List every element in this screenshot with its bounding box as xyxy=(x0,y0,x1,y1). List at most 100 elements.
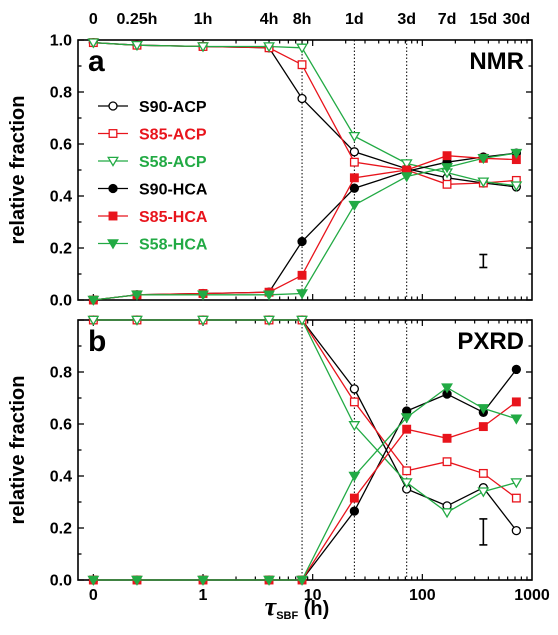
data-point xyxy=(197,315,209,326)
series-s58-acp xyxy=(87,315,523,519)
data-point xyxy=(511,493,521,503)
data-point xyxy=(349,157,359,167)
legend-label: S90-HCA xyxy=(139,182,208,199)
legend-label: S58-HCA xyxy=(139,237,208,254)
data-point xyxy=(263,42,275,53)
data-point xyxy=(131,40,143,52)
data-point xyxy=(477,487,490,498)
data-point xyxy=(263,290,275,301)
data-point xyxy=(400,413,413,424)
series-s90-hca xyxy=(88,364,522,585)
data-point xyxy=(87,295,100,306)
data-point xyxy=(349,173,359,183)
legend-marker xyxy=(108,183,118,194)
data-point xyxy=(402,424,412,434)
legend-item: S85-ACP xyxy=(98,127,207,144)
x-tick-label: 1 xyxy=(199,587,208,604)
data-point xyxy=(510,414,523,425)
data-point xyxy=(477,154,490,165)
data-point xyxy=(349,384,360,394)
y-tick-label: 0.4 xyxy=(50,469,72,486)
legend-marker xyxy=(108,101,118,111)
y-tick-label: 0.2 xyxy=(50,241,72,258)
y-tick-label: 0.0 xyxy=(50,573,72,590)
data-point xyxy=(297,93,307,104)
panel-title: NMR xyxy=(469,48,524,75)
data-point xyxy=(348,421,361,432)
data-point xyxy=(442,151,452,161)
y-tick-label: 0.6 xyxy=(50,417,72,434)
data-point xyxy=(297,236,307,247)
x-axis-subscript: SBF xyxy=(276,610,298,622)
top-tick-label: 30d xyxy=(503,11,531,28)
data-point xyxy=(348,471,361,482)
data-point xyxy=(349,397,359,407)
data-point xyxy=(400,172,413,183)
series-line xyxy=(93,319,517,499)
series-line xyxy=(93,152,517,301)
top-tick-label: 0.25h xyxy=(117,11,158,28)
data-point xyxy=(197,575,209,586)
data-point xyxy=(441,163,453,174)
series-s85-acp xyxy=(88,315,521,503)
top-tick-label: 1h xyxy=(194,11,213,28)
data-point xyxy=(263,575,275,586)
legend-marker xyxy=(107,239,119,250)
panel-a-nmr: 0.0 0.2 0.4 0.6 0.8 1.0 0 0.25h 1h 4h 8h 1d 3d 7d 15d 3… xyxy=(7,11,533,310)
series-line xyxy=(93,319,517,531)
y-axis-title: relative fraction xyxy=(7,96,29,245)
data-point xyxy=(478,422,488,432)
data-point xyxy=(349,147,360,157)
x-axis-symbol: τ xyxy=(265,592,278,621)
data-point xyxy=(442,433,452,443)
legend-marker xyxy=(108,129,118,138)
data-point xyxy=(348,200,361,211)
x-tick-label: 100 xyxy=(409,587,436,604)
data-point xyxy=(131,575,143,586)
y-tick-label: 0.0 xyxy=(50,293,72,310)
y-tick-label: 0.8 xyxy=(50,365,72,382)
top-tick-label: 7d xyxy=(438,11,457,28)
data-point xyxy=(441,383,453,394)
series-s58-hca xyxy=(87,148,523,306)
legend: S90-ACP S85-ACP S58-ACP S90-HCA S85-HCA S58-H… xyxy=(98,99,208,254)
plot-frame xyxy=(77,319,533,581)
data-point xyxy=(131,290,143,301)
data-point xyxy=(87,575,100,586)
data-point xyxy=(197,290,209,301)
data-point xyxy=(510,478,523,489)
y-tick-label: 0.2 xyxy=(50,521,72,538)
data-point xyxy=(477,177,490,188)
x-tick-label: 10 xyxy=(304,587,322,604)
data-point xyxy=(349,506,360,516)
data-point xyxy=(296,289,308,300)
series-line xyxy=(93,401,517,581)
data-point xyxy=(400,159,413,170)
data-point xyxy=(511,525,522,536)
series-line xyxy=(93,319,517,514)
data-point xyxy=(87,38,100,49)
data-point xyxy=(510,148,523,159)
legend-marker xyxy=(107,156,119,167)
data-point xyxy=(296,43,308,54)
top-tick-label: 1d xyxy=(345,11,364,28)
x-axis-title: τSBF (h) xyxy=(265,592,330,622)
panel-b-pxrd: 0.0 0.2 0.4 0.6 0.8 0 1 10 100 1000 relative fract… xyxy=(7,315,550,622)
data-point xyxy=(296,575,308,586)
data-point xyxy=(131,315,143,326)
series-s58-acp xyxy=(87,38,523,192)
legend-item: S90-HCA xyxy=(98,182,208,199)
legend-item: S58-HCA xyxy=(98,237,208,254)
top-tick-label: 4h xyxy=(260,11,279,28)
panel-label: b xyxy=(88,325,106,358)
data-point xyxy=(297,270,307,280)
data-point xyxy=(478,468,488,478)
data-point xyxy=(477,404,490,415)
legend-label: S58-ACP xyxy=(139,154,207,171)
data-point xyxy=(402,466,412,476)
legend-label: S90-ACP xyxy=(139,99,207,116)
data-point xyxy=(349,183,360,193)
data-point xyxy=(349,493,359,503)
data-point xyxy=(297,60,307,70)
x-tick-label: 1000 xyxy=(514,587,550,604)
